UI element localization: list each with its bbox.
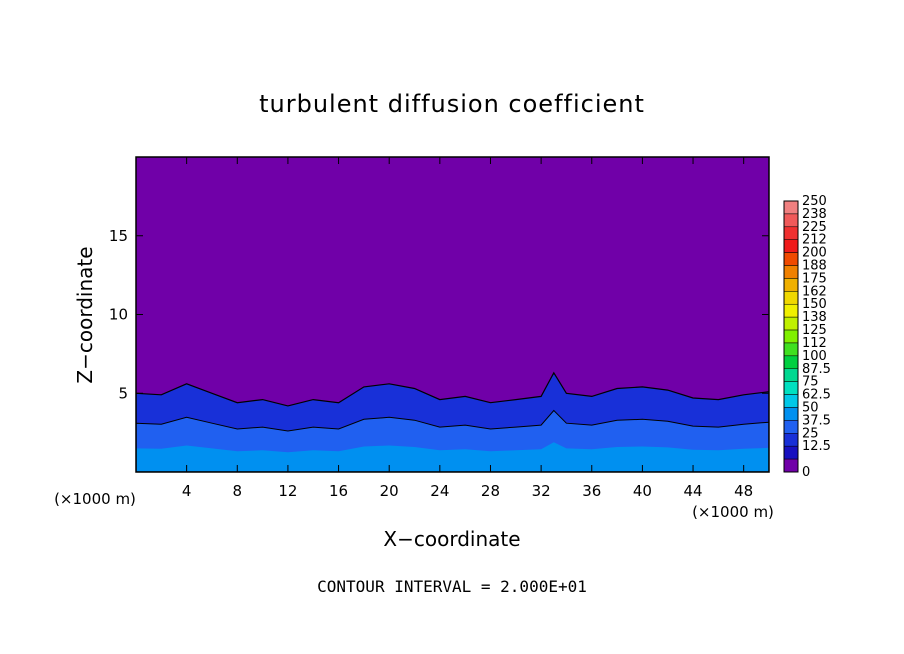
colorbar-swatch (783, 291, 799, 305)
x-tick-label: 44 (683, 482, 702, 500)
colorbar-label: 200 (802, 246, 827, 261)
colorbar-frame (783, 200, 799, 473)
colorbar-swatch (783, 394, 799, 408)
contour-line (136, 409, 769, 472)
colorbar-label: 12.5 (802, 439, 831, 454)
y-tick-label: 5 (118, 384, 128, 402)
colorbar: 2502382252122001881751621501381251121008… (783, 194, 831, 480)
x-tick-label: 48 (734, 482, 753, 500)
colorbar-swatch (783, 213, 799, 228)
x-unit-label: (×1000 m) (54, 490, 136, 508)
colorbar-label: 212 (802, 233, 827, 248)
colorbar-swatch (783, 407, 799, 421)
chart-title: turbulent diffusion coefficient (259, 90, 645, 118)
colorbar-swatch (783, 278, 799, 292)
x-tick-label: 4 (182, 482, 192, 500)
colorbar-label: 225 (802, 220, 827, 235)
colorbar-label: 37.5 (802, 413, 831, 428)
colorbar-swatch (783, 303, 799, 318)
y-axis-label: Z−coordinate (73, 246, 97, 383)
y-unit-label: (×1000 m) (692, 503, 774, 521)
y-tick-label: 10 (109, 306, 128, 324)
colorbar-label: 112 (802, 336, 827, 351)
colorbar-label: 175 (802, 271, 827, 286)
x-tick-label: 24 (430, 482, 449, 500)
colorbar-swatch (783, 368, 799, 382)
x-tick-label: 32 (532, 482, 551, 500)
y-axis-ticks: 5 10 15 (109, 227, 769, 402)
colorbar-label: 87.5 (802, 362, 831, 377)
colorbar-label: 62.5 (802, 388, 831, 403)
contour-line (136, 371, 769, 472)
colorbar-swatch (783, 329, 799, 344)
x-tick-label: 12 (278, 482, 297, 500)
colorbar-swatch (783, 381, 799, 395)
colorbar-swatch (783, 445, 799, 460)
colorbar-swatch (783, 458, 799, 473)
colorbar-swatch (783, 355, 799, 370)
x-axis-label: X−coordinate (383, 527, 520, 551)
colorbar-label: 100 (802, 349, 827, 364)
x-axis-ticks: 4 8 12 16 20 24 28 32 36 40 44 48 (182, 157, 753, 500)
x-tick-label: 28 (481, 482, 500, 500)
colorbar-label: 150 (802, 297, 827, 312)
x-tick-label: 36 (582, 482, 601, 500)
contour-interval-note: CONTOUR INTERVAL = 2.000E+01 (317, 577, 587, 596)
colorbar-label: 250 (802, 194, 827, 209)
colorbar-label: 125 (802, 323, 827, 338)
colorbar-swatch (783, 316, 799, 331)
colorbar-swatch (783, 420, 799, 434)
colorbar-swatch (783, 200, 799, 215)
colorbar-swatch (783, 226, 799, 240)
colorbar-label: 50 (802, 400, 819, 415)
colorbar-swatch (783, 265, 799, 279)
y-tick-label: 15 (109, 227, 128, 245)
colorbar-swatch (783, 433, 799, 447)
colorbar-label: 188 (802, 259, 827, 274)
colorbar-label: 0 (802, 465, 810, 480)
colorbar-label: 25 (802, 426, 819, 441)
colorbar-label: 138 (802, 310, 827, 325)
x-tick-label: 20 (380, 482, 399, 500)
colorbar-label: 238 (802, 207, 827, 222)
x-tick-label: 8 (233, 482, 243, 500)
turbulent-layer (136, 371, 769, 472)
x-tick-label: 16 (329, 482, 348, 500)
colorbar-swatch (783, 252, 799, 266)
x-tick-label: 40 (633, 482, 652, 500)
colorbar-swatch (783, 342, 799, 357)
layer-band-50 (136, 442, 769, 472)
colorbar-swatch (783, 239, 799, 253)
colorbar-label: 75 (802, 375, 819, 390)
colorbar-label: 162 (802, 284, 827, 299)
